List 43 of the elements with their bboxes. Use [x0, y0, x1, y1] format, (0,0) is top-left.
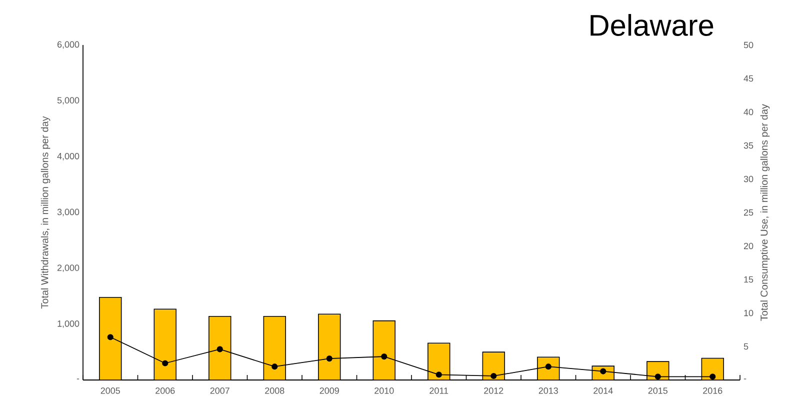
x-tick-label: 2016 — [703, 388, 722, 394]
y-axis-title: Total Withdrawals, in million gallons per day — [40, 116, 50, 309]
y-tick-label: 2,000 — [57, 264, 80, 272]
y-tick-label: 5,000 — [57, 97, 80, 105]
y2-tick-label: 5 — [744, 343, 748, 350]
x-tick-label: 2012 — [484, 388, 504, 394]
y2-tick-label: - — [744, 378, 746, 380]
y2-tick-label: 25 — [744, 209, 754, 216]
y2-tick-label: 10 — [744, 310, 754, 316]
y2-tick-label: 40 — [744, 108, 754, 116]
y2-tick-label: 50 — [744, 42, 754, 48]
x-tick-label: 2007 — [210, 388, 230, 394]
point — [216, 346, 223, 352]
point — [654, 374, 661, 380]
x-tick-label: 2013 — [538, 388, 558, 394]
x-tick-label: 2006 — [156, 388, 175, 394]
point — [162, 360, 168, 366]
point — [490, 372, 497, 380]
y2-tick-label: 20 — [744, 242, 754, 250]
x-tick-label: 2009 — [320, 388, 339, 394]
point — [326, 356, 332, 362]
y2-tick-label: 15 — [744, 276, 754, 283]
x-tick-label: 2015 — [648, 388, 668, 394]
x-tick-label: 2008 — [265, 388, 284, 394]
y-tick-label: 1,000 — [58, 320, 80, 328]
y-tick-label: 6,000 — [57, 41, 80, 49]
y2-tick-label: 35 — [744, 142, 754, 149]
y-tick-label: 3,000 — [57, 208, 80, 216]
chart-title: Delaware — [590, 14, 714, 36]
point — [381, 354, 388, 360]
y2-axis-title: Total Consumptive Use, in million gallons per day — [760, 104, 770, 321]
x-tick-label: 2010 — [374, 388, 394, 394]
point — [107, 334, 114, 340]
y2-tick-label: 45 — [744, 75, 754, 82]
y-tick-label: - — [76, 378, 80, 380]
x-tick-label: 2005 — [100, 388, 120, 394]
y-tick-label: 4,000 — [57, 152, 80, 160]
point — [436, 372, 442, 378]
y2-tick-label: 30 — [744, 176, 754, 182]
x-tick-label: 2014 — [594, 388, 613, 394]
x-tick-label: 2011 — [430, 388, 448, 394]
point — [710, 374, 716, 380]
point — [272, 364, 278, 370]
